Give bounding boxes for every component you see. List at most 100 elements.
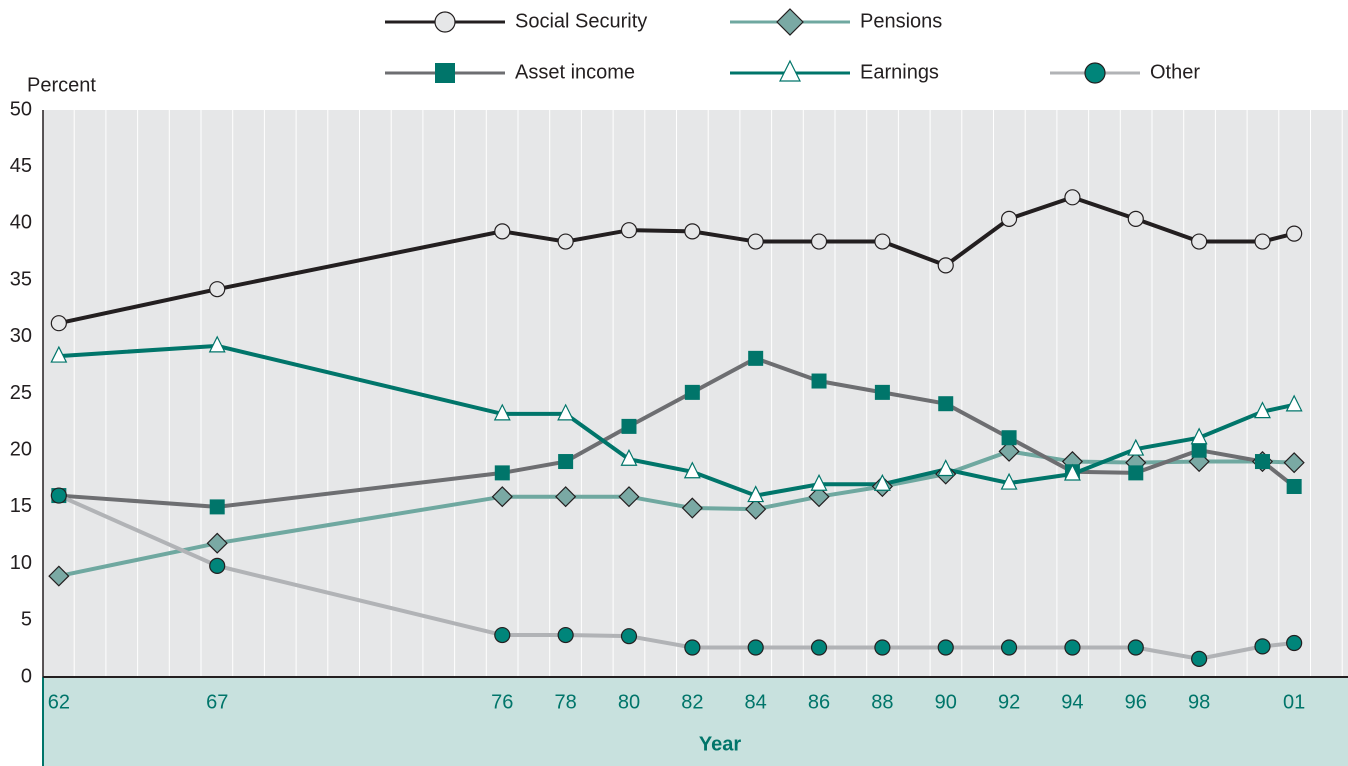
y-tick-label: 15 (10, 495, 32, 517)
data-point (1127, 639, 1144, 656)
legend-label: Other (1150, 61, 1200, 83)
x-tick-label: 98 (1188, 691, 1210, 713)
legend-label: Social Security (515, 10, 647, 32)
data-point (1191, 442, 1207, 458)
data-point (808, 486, 830, 508)
y-tick-label: 25 (10, 382, 32, 404)
data-point (494, 223, 511, 240)
data-point (874, 384, 890, 400)
data-point (494, 465, 510, 481)
data-point (1254, 638, 1271, 655)
data-point (938, 396, 954, 412)
x-tick-label: 01 (1283, 691, 1305, 713)
x-tick-label: 82 (681, 691, 703, 713)
data-point (493, 403, 511, 421)
x-tick-label: 78 (555, 691, 577, 713)
legend-marker (435, 63, 455, 83)
data-point (620, 222, 638, 239)
y-tick-label: 40 (10, 212, 32, 234)
data-point (1191, 650, 1208, 667)
x-tick-label: 94 (1061, 691, 1083, 713)
x-axis-label: Year (699, 733, 741, 755)
data-point (874, 233, 891, 250)
series-line (58, 356, 1296, 509)
x-tick-label: 67 (206, 691, 228, 713)
data-point (747, 639, 764, 656)
legend-label: Asset income (515, 61, 635, 83)
data-point (810, 639, 828, 656)
legend-marker (779, 59, 801, 82)
series-line (58, 195, 1295, 326)
data-point (206, 532, 228, 554)
data-point (209, 557, 226, 574)
data-point (1000, 210, 1018, 227)
y-axis-label: Percent (27, 74, 96, 96)
x-tick-label: 88 (871, 691, 893, 713)
x-tick-label: 92 (998, 691, 1020, 713)
data-point (684, 639, 701, 656)
data-point (1127, 210, 1144, 227)
data-point (1286, 634, 1303, 652)
data-point (1128, 465, 1144, 481)
data-point (1254, 454, 1270, 470)
x-tick-label: 62 (48, 691, 70, 713)
data-point (1000, 472, 1018, 490)
data-point (50, 345, 68, 363)
data-point (811, 373, 827, 389)
legend-marker (1084, 62, 1106, 84)
x-tick-label: 86 (808, 691, 830, 713)
legend-label: Earnings (860, 61, 939, 83)
x-tick-label: 80 (618, 691, 640, 713)
data-point (1001, 430, 1017, 446)
y-tick-label: 45 (10, 155, 32, 177)
data-point (209, 499, 225, 515)
data-point (874, 639, 891, 656)
data-point (683, 461, 701, 479)
data-point (558, 454, 574, 470)
data-point (1283, 452, 1305, 474)
y-tick-label: 30 (10, 325, 32, 347)
data-point (494, 626, 511, 644)
data-point (557, 233, 574, 250)
data-point (873, 473, 891, 491)
data-point (1285, 394, 1303, 412)
data-point (48, 565, 70, 587)
data-point (557, 626, 574, 644)
data-point (50, 315, 67, 332)
y-tick-label: 50 (10, 98, 32, 120)
data-point (1190, 427, 1208, 445)
data-point (684, 384, 700, 400)
x-tick-label: 90 (935, 691, 957, 713)
data-point (618, 486, 640, 508)
data-point (50, 487, 67, 504)
data-point (557, 403, 575, 421)
data-point (208, 335, 226, 353)
data-point (1127, 438, 1145, 456)
data-point (491, 486, 513, 508)
data-point (1191, 233, 1208, 250)
x-axis-band (43, 677, 1348, 766)
data-point (1000, 639, 1018, 656)
y-tick-label: 10 (10, 552, 32, 574)
data-point (620, 448, 638, 466)
data-point (621, 418, 637, 434)
series-line (58, 343, 1295, 498)
data-point (1063, 463, 1081, 481)
data-point (620, 628, 638, 645)
y-tick-label: 5 (21, 609, 32, 631)
data-point (937, 257, 954, 274)
y-tick-label: 20 (10, 438, 32, 460)
y-tick-label: 0 (21, 665, 32, 687)
series-line (58, 493, 1295, 661)
legend-marker (434, 11, 456, 33)
data-point (1254, 233, 1271, 250)
data-point (684, 223, 701, 240)
data-point (1286, 225, 1303, 242)
y-tick-label: 35 (10, 268, 32, 290)
legend-marker (776, 8, 804, 36)
data-point (1286, 478, 1302, 494)
data-point (681, 497, 703, 519)
data-point (810, 473, 828, 491)
